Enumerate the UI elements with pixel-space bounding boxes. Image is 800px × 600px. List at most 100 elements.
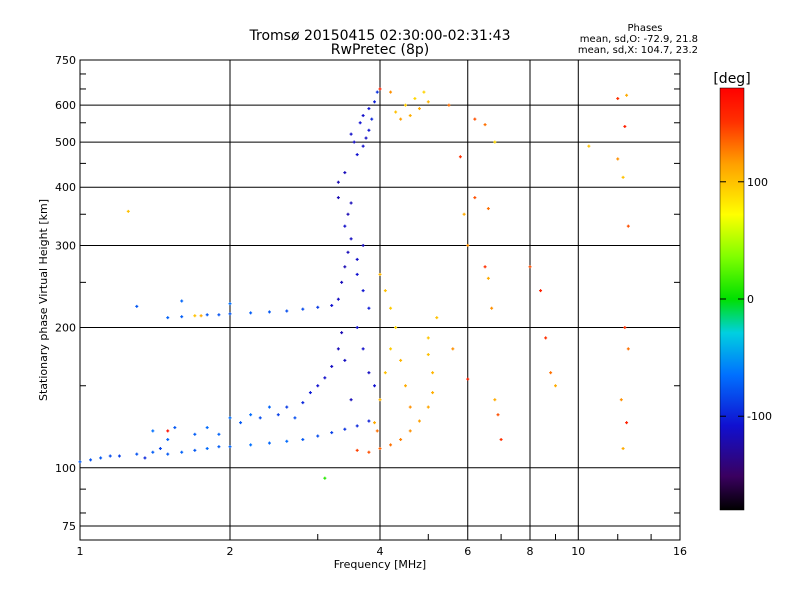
data-point xyxy=(462,212,466,216)
data-point xyxy=(285,309,289,313)
data-point xyxy=(346,250,350,254)
data-point xyxy=(458,155,462,159)
colorbar-ticks: 100 0 -100 xyxy=(720,176,772,423)
data-point xyxy=(173,426,177,430)
data-point xyxy=(389,347,393,351)
data-point xyxy=(466,377,470,381)
data-point xyxy=(180,315,184,319)
x-tick-label: 10 xyxy=(571,545,585,558)
data-point xyxy=(205,313,209,317)
data-point xyxy=(228,302,232,306)
data-point xyxy=(367,371,371,375)
data-point xyxy=(323,476,327,480)
data-point xyxy=(323,376,327,380)
data-point xyxy=(373,421,377,425)
data-point xyxy=(108,454,112,458)
data-point xyxy=(473,117,477,121)
data-point xyxy=(228,416,232,420)
data-point xyxy=(308,391,312,395)
data-point xyxy=(151,429,155,433)
data-point xyxy=(426,336,430,340)
data-point xyxy=(78,460,82,464)
data-point xyxy=(143,456,147,460)
chart-subtitle: RwPretec (8p) xyxy=(331,42,429,58)
y-tick-label: 500 xyxy=(55,136,76,149)
data-point xyxy=(151,450,155,454)
data-point xyxy=(451,347,455,351)
data-point xyxy=(383,371,387,375)
data-point xyxy=(343,171,347,175)
data-point xyxy=(336,180,340,184)
data-point xyxy=(408,405,412,409)
data-point xyxy=(528,265,532,269)
data-point xyxy=(447,103,451,107)
phase-stats-x: mean, sd,X: 104.7, 23.2 xyxy=(578,45,698,56)
y-tick-label: 200 xyxy=(55,322,76,335)
data-point xyxy=(258,416,262,420)
data-point xyxy=(496,413,500,417)
y-tick-label: 75 xyxy=(62,520,76,533)
data-point xyxy=(340,280,344,284)
data-point xyxy=(355,272,359,276)
phase-stats-o: mean, sd,O: -72.9, 21.8 xyxy=(580,34,698,45)
data-point xyxy=(293,416,297,420)
data-point xyxy=(180,299,184,303)
x-tick-label: 6 xyxy=(464,545,471,558)
colorbar-tick-label: 0 xyxy=(747,293,754,306)
data-point xyxy=(483,265,487,269)
data-point xyxy=(544,336,548,340)
data-point xyxy=(199,314,203,318)
colorbar-tick-label: -100 xyxy=(747,410,772,423)
data-point xyxy=(330,364,334,368)
data-point xyxy=(399,117,403,121)
data-point xyxy=(228,312,232,316)
data-point xyxy=(549,371,553,375)
data-point xyxy=(367,419,371,423)
data-point xyxy=(426,405,430,409)
data-point xyxy=(616,97,620,101)
data-point xyxy=(378,272,382,276)
data-point xyxy=(361,243,365,247)
data-point xyxy=(435,316,439,320)
data-point xyxy=(626,347,630,351)
data-point xyxy=(389,306,393,310)
data-point xyxy=(301,438,305,442)
data-point xyxy=(426,100,430,104)
x-tick-label: 4 xyxy=(377,545,384,558)
data-point xyxy=(166,438,170,442)
x-tick-label: 2 xyxy=(227,545,234,558)
data-point xyxy=(355,153,359,157)
data-point xyxy=(399,358,403,362)
data-point xyxy=(217,445,221,449)
data-point xyxy=(361,144,365,148)
data-point xyxy=(431,391,435,395)
data-point xyxy=(399,438,403,442)
data-point xyxy=(361,114,365,118)
data-point xyxy=(193,448,197,452)
data-point xyxy=(413,97,417,101)
data-point xyxy=(285,439,289,443)
grid xyxy=(80,60,680,540)
data-point xyxy=(619,398,623,402)
colorbar-label: [deg] xyxy=(713,71,750,87)
data-point xyxy=(355,424,359,428)
data-point xyxy=(349,201,353,205)
y-axis-label: Stationary phase Virtual Height [km] xyxy=(37,199,50,401)
data-point xyxy=(249,443,253,447)
data-point xyxy=(349,237,353,241)
data-point xyxy=(539,289,543,293)
data-point xyxy=(355,326,359,330)
y-tick-label: 600 xyxy=(55,99,76,112)
data-points xyxy=(78,87,630,480)
data-point xyxy=(193,432,197,436)
data-point xyxy=(267,310,271,314)
data-point xyxy=(126,209,130,213)
data-point xyxy=(346,212,350,216)
phase-stats-heading: Phases xyxy=(627,23,662,34)
axis-ticks: 1 2 4 6 8 10 16 75 100 200 300 400 500 600 750 xyxy=(55,54,687,558)
x-axis-label: Frequency [MHz] xyxy=(334,558,426,571)
data-point xyxy=(625,93,629,97)
data-point xyxy=(89,458,93,462)
